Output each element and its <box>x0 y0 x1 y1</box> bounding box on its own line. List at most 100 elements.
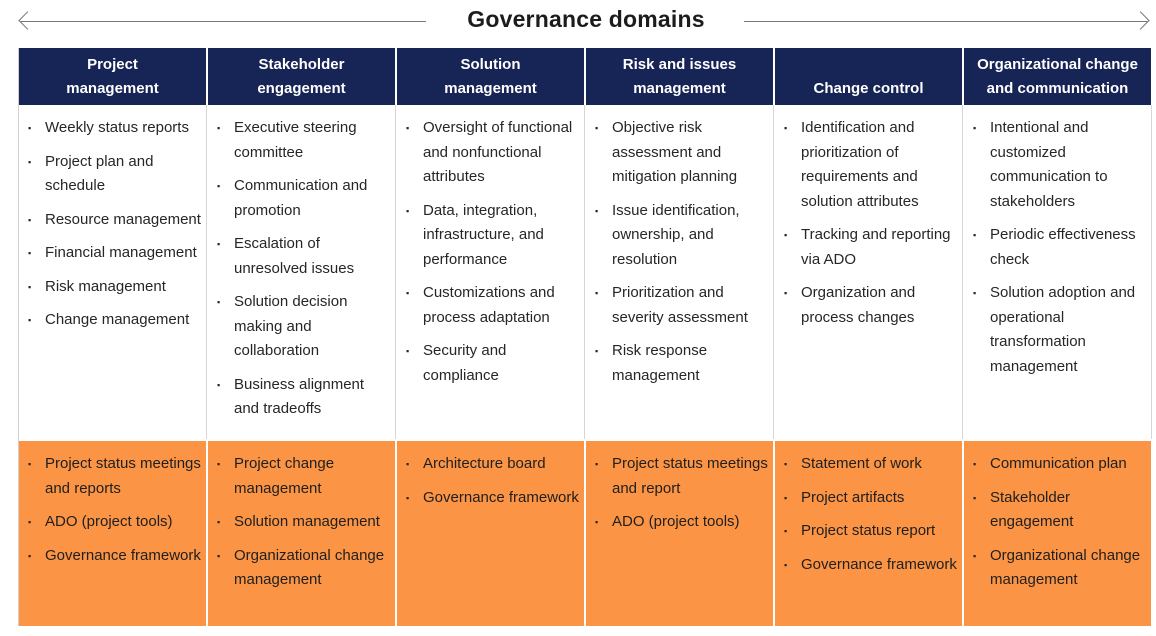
tool-list: Project status meetings and report ADO (p… <box>586 452 773 535</box>
domain-column: Stakeholder engagement Executive steering … <box>208 48 397 626</box>
domain-header-line: Change control <box>813 80 924 97</box>
domain-header-line: management <box>66 80 159 97</box>
responsibility-item: Business alignment and tradeoffs <box>216 373 391 422</box>
left-arrow-icon <box>18 11 37 30</box>
responsibility-item: Organization and process changes <box>783 281 958 330</box>
tool-item: Project status meetings and report <box>594 452 769 501</box>
tool-item: Governance framework <box>27 544 202 569</box>
domain-responsibilities: Oversight of functional and nonfunctiona… <box>397 105 585 439</box>
domain-header-line: engagement <box>257 80 346 97</box>
tool-item: Project status report <box>783 519 958 544</box>
responsibility-item: Objective risk assessment and mitigation… <box>594 116 769 190</box>
responsibility-item: Customizations and process adaptation <box>405 281 580 330</box>
responsibility-item: Communication and promotion <box>216 174 391 223</box>
tool-item: Project status meetings and reports <box>27 452 202 501</box>
responsibility-list: Executive steering committee Communicatio… <box>208 116 395 422</box>
domain-header-line: Project <box>87 56 138 73</box>
diagram-title: Governance domains <box>467 6 705 32</box>
tool-item: ADO (project tools) <box>27 510 202 535</box>
tool-item: Statement of work <box>783 452 958 477</box>
domain-header-label: Organizational change and communication <box>977 53 1138 101</box>
domain-column: Solution management Oversight of functiona… <box>397 48 586 626</box>
domain-tools: Project status meetings and report ADO (p… <box>586 439 774 626</box>
responsibility-item: Executive steering committee <box>216 116 391 165</box>
domain-responsibilities: Intentional and customized communication… <box>964 105 1152 439</box>
tool-item: Governance framework <box>405 486 580 511</box>
domain-tools: Architecture board Governance framework <box>397 439 585 626</box>
tool-item: Solution management <box>216 510 391 535</box>
responsibility-item: Issue identification, ownership, and res… <box>594 199 769 273</box>
responsibility-item: Solution adoption and operational transf… <box>972 281 1147 379</box>
responsibility-item: Financial management <box>27 241 202 266</box>
domain-header: Solution management <box>397 48 585 105</box>
responsibility-item: Risk management <box>27 275 202 300</box>
domain-responsibilities: Objective risk assessment and mitigation… <box>586 105 774 439</box>
responsibility-item: Intentional and customized communication… <box>972 116 1147 214</box>
domain-header-line: and communication <box>986 80 1129 97</box>
responsibility-item: Periodic effectiveness check <box>972 223 1147 272</box>
left-arrow-line <box>20 21 426 22</box>
domain-column: Risk and issues management Objective risk … <box>586 48 775 626</box>
tool-item: Communication plan <box>972 452 1147 477</box>
tool-list: Statement of work Project artifacts Projec… <box>775 452 962 577</box>
responsibility-item: Prioritization and severity assessment <box>594 281 769 330</box>
tool-list: Project status meetings and reports ADO (… <box>19 452 206 568</box>
responsibility-item: Resource management <box>27 208 202 233</box>
responsibility-item: Identification and prioritization of req… <box>783 116 958 214</box>
responsibility-list: Identification and prioritization of req… <box>775 116 962 330</box>
tool-list: Communication plan Stakeholder engagement… <box>964 452 1151 593</box>
domain-responsibilities: Executive steering committee Communicatio… <box>208 105 396 439</box>
right-arrow-icon <box>1131 11 1150 30</box>
domain-header: Project management <box>19 48 207 105</box>
responsibility-item: Weekly status reports <box>27 116 202 141</box>
responsibility-item: Tracking and reporting via ADO <box>783 223 958 272</box>
responsibility-list: Weekly status reports Project plan and sc… <box>19 116 206 333</box>
domain-header-label: Risk and issues management <box>623 53 736 101</box>
domain-tools: Statement of work Project artifacts Projec… <box>775 439 963 626</box>
domain-column: Project management Weekly status reports Pr… <box>19 48 208 626</box>
responsibility-item: Oversight of functional and nonfunctiona… <box>405 116 580 190</box>
responsibility-item: Escalation of unresolved issues <box>216 232 391 281</box>
domain-header: Risk and issues management <box>586 48 774 105</box>
domain-header-label: Change control <box>813 77 923 101</box>
domain-column: Change control Identification and priorit… <box>775 48 964 626</box>
responsibility-item: Project plan and schedule <box>27 150 202 199</box>
domain-header-label: Stakeholder engagement <box>257 53 345 101</box>
responsibility-list: Objective risk assessment and mitigation… <box>586 116 773 388</box>
domain-header: Change control <box>775 48 963 105</box>
domain-header-line: management <box>444 80 537 97</box>
responsibility-item: Data, integration, infrastructure, and p… <box>405 199 580 273</box>
domain-tools: Communication plan Stakeholder engagement… <box>964 439 1152 626</box>
tool-item: Stakeholder engagement <box>972 486 1147 535</box>
tool-item: Organizational change management <box>216 544 391 593</box>
responsibility-item: Risk response management <box>594 339 769 388</box>
domain-responsibilities: Weekly status reports Project plan and sc… <box>19 105 207 439</box>
domain-tools: Project change management Solution manage… <box>208 439 396 626</box>
responsibility-item: Security and compliance <box>405 339 580 388</box>
governance-grid: Project management Weekly status reports Pr… <box>18 48 1155 626</box>
tool-list: Architecture board Governance framework <box>397 452 584 510</box>
responsibility-item: Solution decision making and collaborati… <box>216 290 391 364</box>
domain-header-line: Solution <box>460 56 521 73</box>
domain-header-line: management <box>633 80 726 97</box>
domain-header-line: Risk and issues <box>622 56 737 73</box>
tool-item: Architecture board <box>405 452 580 477</box>
responsibility-list: Oversight of functional and nonfunctiona… <box>397 116 584 388</box>
responsibility-item: Change management <box>27 308 202 333</box>
domain-column: Organizational change and communication In… <box>964 48 1153 626</box>
tool-item: Governance framework <box>783 553 958 578</box>
tool-list: Project change management Solution manage… <box>208 452 395 593</box>
domain-header-line: Stakeholder <box>258 56 345 73</box>
domain-tools: Project status meetings and reports ADO (… <box>19 439 207 626</box>
domain-header-label: Solution management <box>444 53 537 101</box>
tool-item: Project artifacts <box>783 486 958 511</box>
responsibility-list: Intentional and customized communication… <box>964 116 1151 379</box>
tool-item: Organizational change management <box>972 544 1147 593</box>
title-row: Governance domains <box>0 0 1156 44</box>
domain-responsibilities: Identification and prioritization of req… <box>775 105 963 439</box>
domain-header: Organizational change and communication <box>964 48 1152 105</box>
right-arrow-line <box>744 21 1148 22</box>
tool-item: ADO (project tools) <box>594 510 769 535</box>
domain-header-line: Organizational change <box>977 56 1138 73</box>
domain-header-label: Project management <box>66 53 159 101</box>
